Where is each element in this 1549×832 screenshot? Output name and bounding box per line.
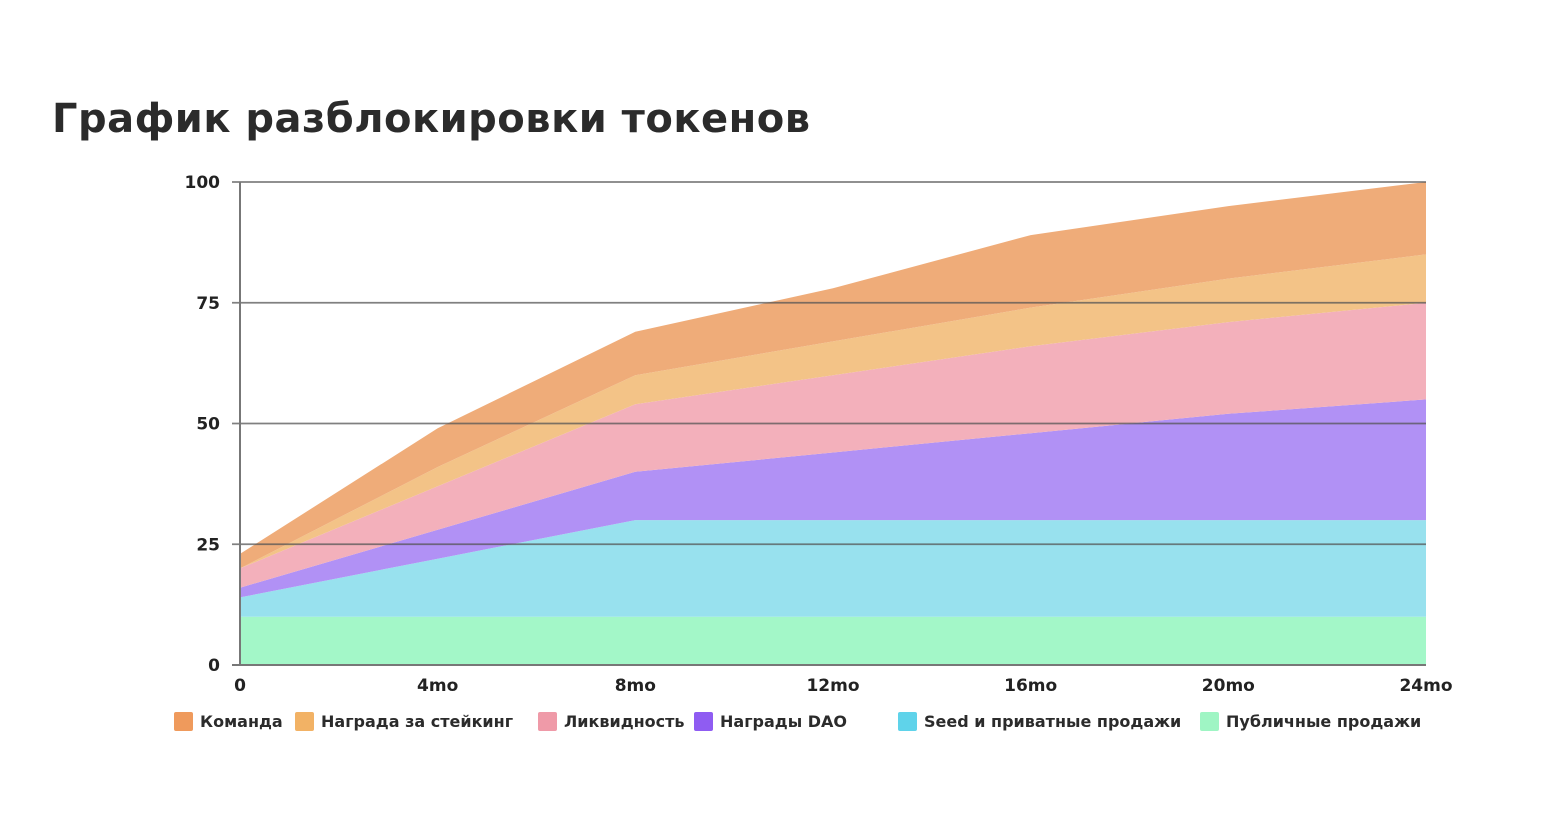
x-tick-label: 8mo xyxy=(615,676,656,696)
tick-labels: 0 25 50 75 100 0 4mo 8mo 12mo 16mo 20mo 24mo xyxy=(185,173,1453,696)
x-tick-label: 24mo xyxy=(1399,676,1452,696)
y-tick-label: 75 xyxy=(196,294,220,314)
axes xyxy=(232,182,1426,666)
y-tick-label: 100 xyxy=(185,173,221,193)
area-series-0 xyxy=(240,616,1426,665)
legend-swatch xyxy=(174,712,193,731)
x-tick-label: 16mo xyxy=(1004,676,1057,696)
x-tick-label: 0 xyxy=(234,676,246,696)
legend-swatch xyxy=(538,712,557,731)
area-series-3 xyxy=(240,302,1426,588)
x-tick-label: 4mo xyxy=(417,676,458,696)
legend-swatch xyxy=(898,712,917,731)
area-series-2 xyxy=(240,399,1426,598)
legend-label: Награды DAO xyxy=(720,712,848,731)
legend-label: Seed и приватные продажи xyxy=(924,712,1182,731)
x-tick-label: 12mo xyxy=(806,676,859,696)
legend-item-staking: Награда за стейкинг xyxy=(295,712,513,731)
legend-swatch xyxy=(1200,712,1219,731)
y-tick-label: 50 xyxy=(196,415,220,435)
legend: Команда Награда за стейкинг Ликвидность … xyxy=(174,712,1474,742)
legend-swatch xyxy=(694,712,713,731)
legend-item-dao: Награды DAO xyxy=(694,712,847,731)
legend-label: Ликвидность xyxy=(564,712,685,731)
area-series-4 xyxy=(240,254,1426,569)
x-tick-label: 20mo xyxy=(1202,676,1255,696)
legend-item-liquidity: Ликвидность xyxy=(538,712,685,731)
y-tick-label: 0 xyxy=(208,656,220,676)
legend-swatch xyxy=(295,712,314,731)
legend-label: Награда за стейкинг xyxy=(321,712,514,731)
legend-label: Команда xyxy=(200,712,283,731)
chart-title: График разблокировки токенов xyxy=(52,96,811,142)
legend-item-public: Публичные продажи xyxy=(1200,712,1421,731)
legend-item-komanda: Команда xyxy=(174,712,283,731)
legend-item-seed: Seed и приватные продажи xyxy=(898,712,1181,731)
y-tick-label: 25 xyxy=(196,535,220,555)
area-series-5 xyxy=(240,182,1426,569)
legend-label: Публичные продажи xyxy=(1226,712,1422,731)
